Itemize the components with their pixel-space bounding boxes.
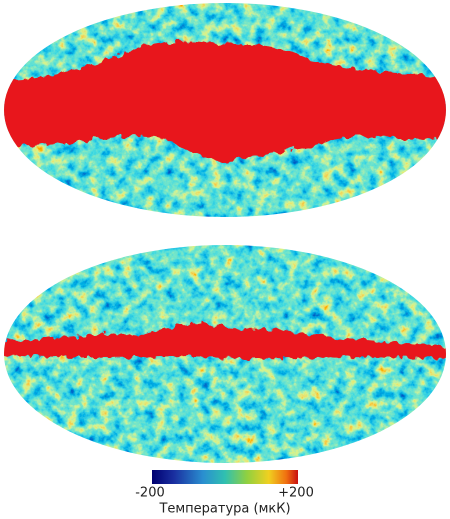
colorbar-title: Температура (мкК) <box>158 502 290 517</box>
colorbar-min-label: -200 <box>135 486 165 501</box>
sky-map-top <box>4 3 446 217</box>
colorbar <box>152 470 298 484</box>
sky-map-bottom <box>4 245 446 463</box>
colorbar-max-label: +200 <box>278 486 314 501</box>
